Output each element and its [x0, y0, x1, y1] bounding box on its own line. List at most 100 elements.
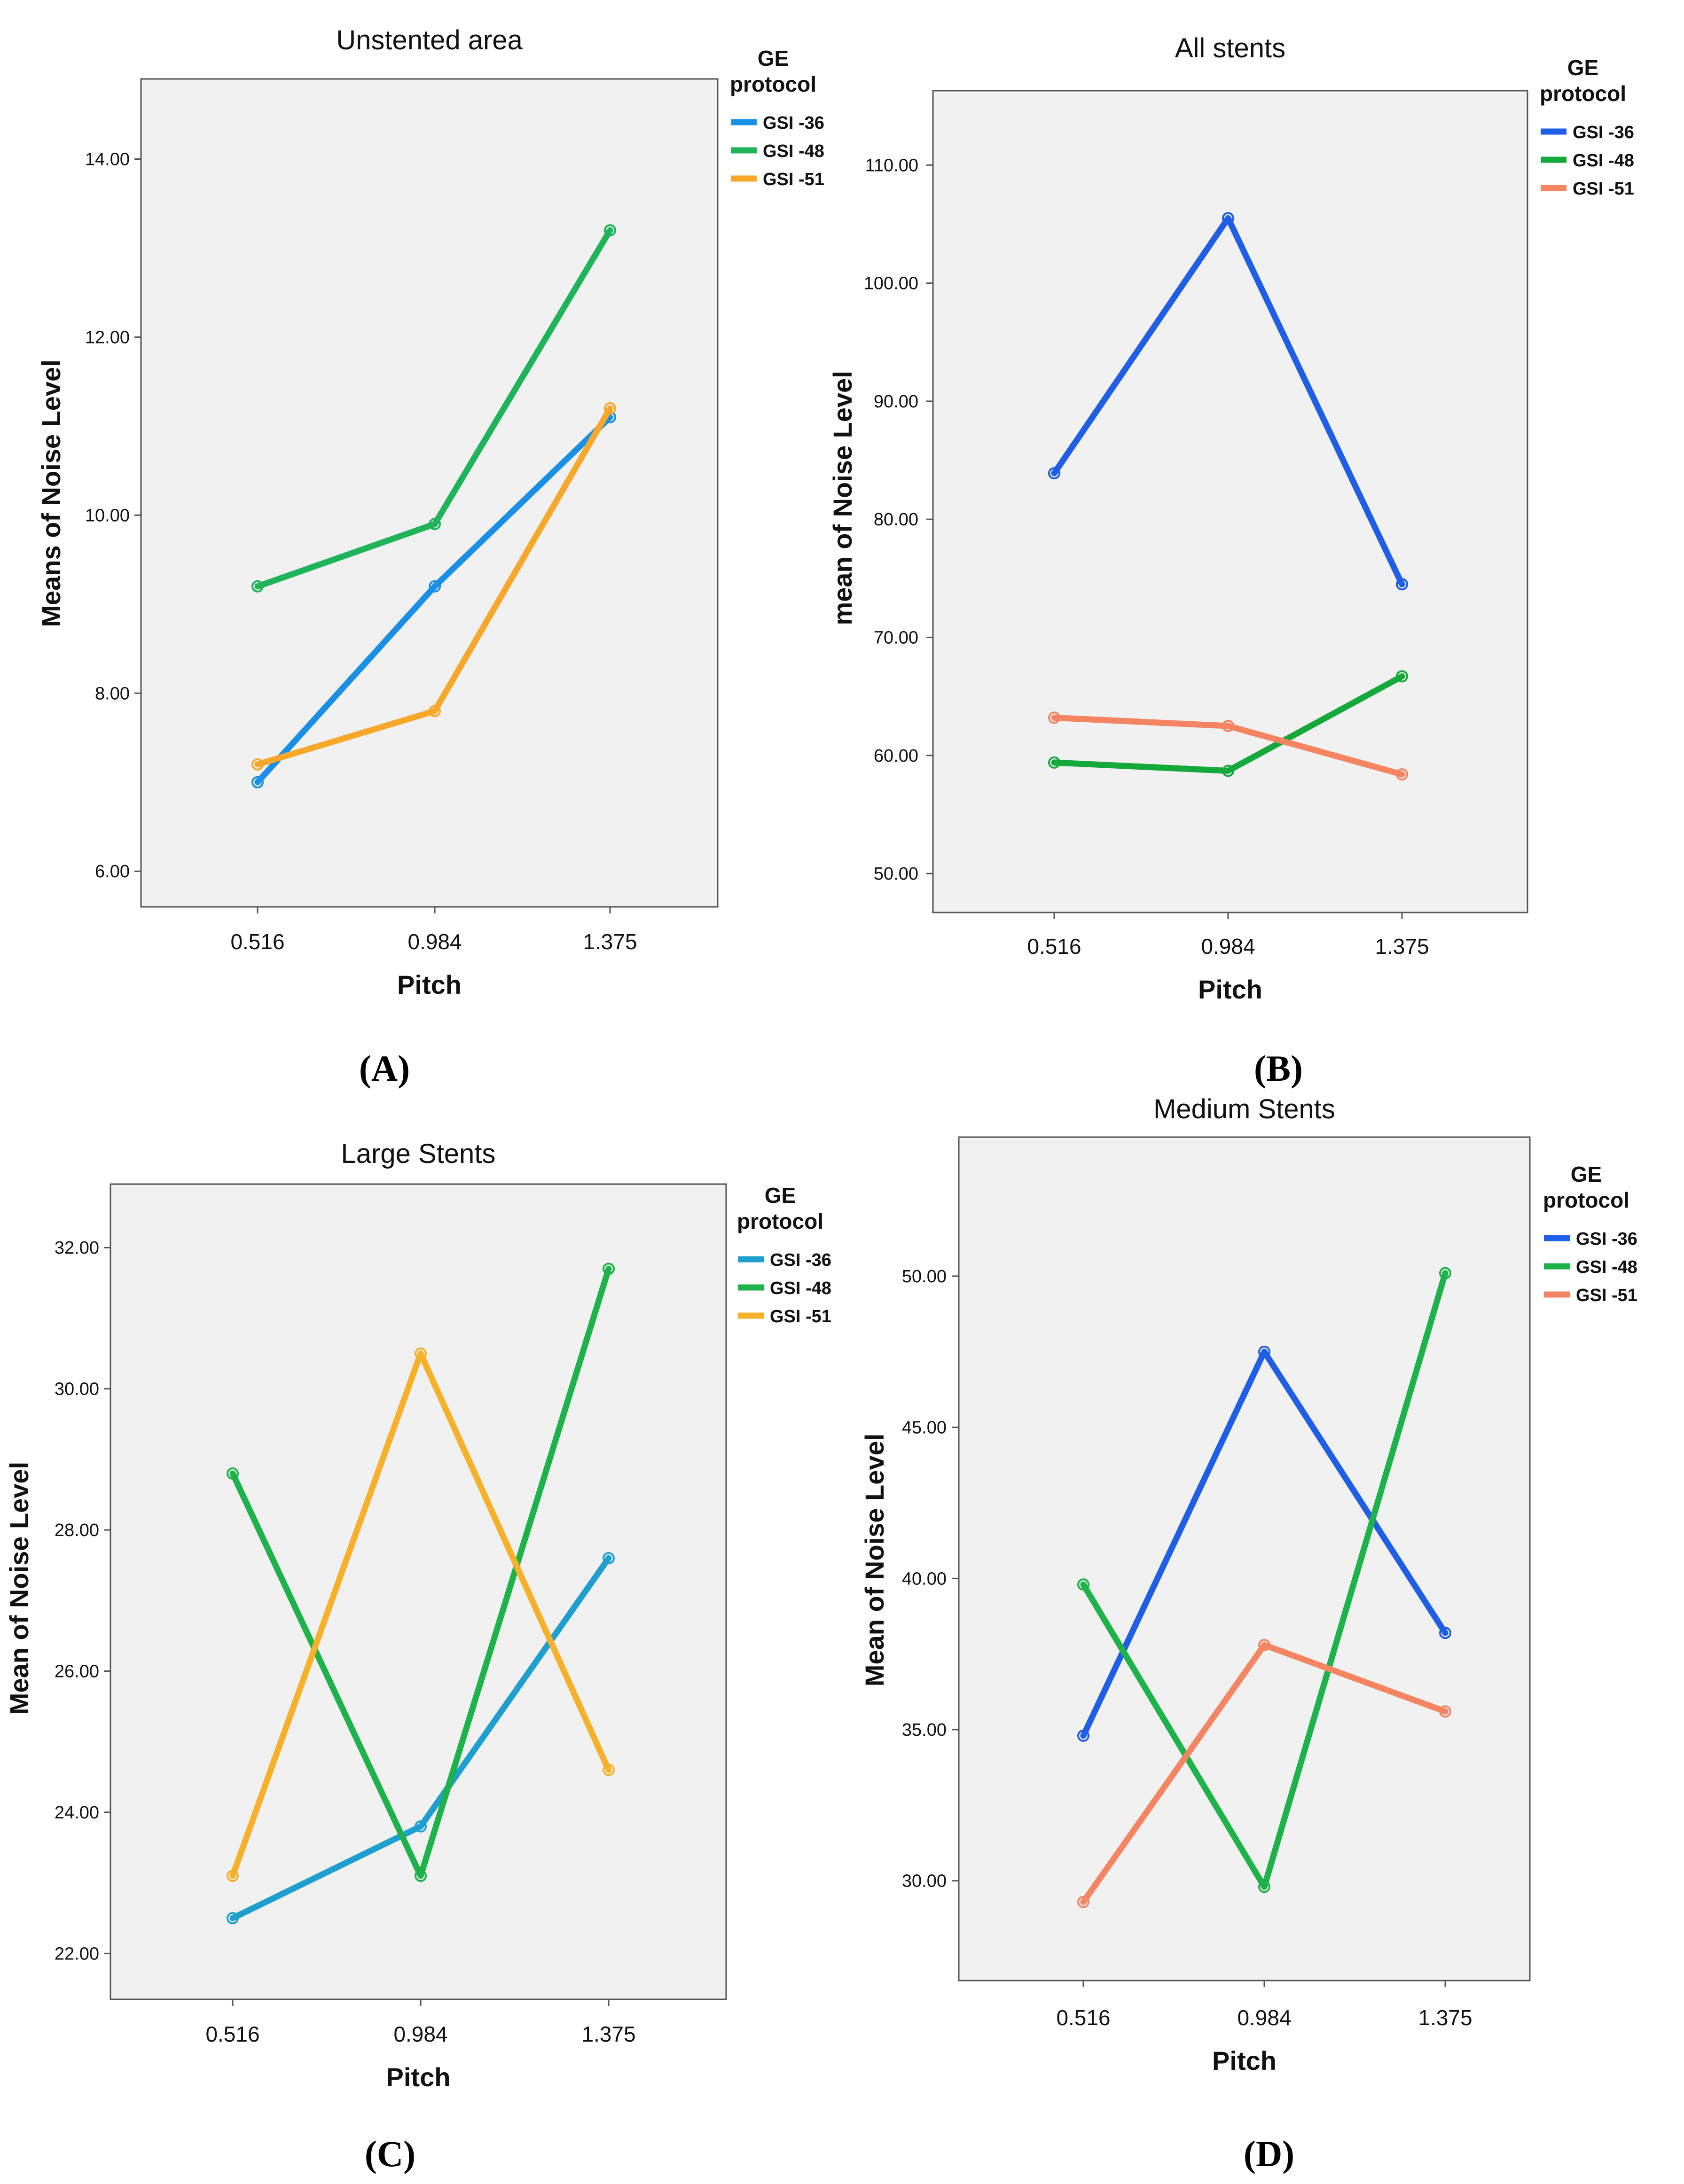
x-tick-label: 0.516 [205, 2022, 259, 2046]
data-point [1077, 1729, 1089, 1742]
legend-label: GSI -48 [1576, 1257, 1637, 1277]
data-point [227, 1467, 239, 1480]
x-tick-label: 0.984 [393, 2022, 447, 2046]
chart-panel-3: Large Stents 22.00 24.00 26.00 28.00 30.00 32.… [4, 1139, 831, 2174]
legend-label: GSI -51 [1576, 1286, 1637, 1305]
series-line [229, 1350, 612, 1879]
series-line [1080, 1642, 1449, 1905]
panel-letter: (D) [1244, 2133, 1294, 2174]
chart-title: Unstented area [336, 25, 523, 55]
data-point [1222, 764, 1234, 777]
x-tick-label: 1.375 [1418, 2005, 1472, 2030]
data-point [603, 1552, 615, 1565]
series-line [1051, 215, 1405, 587]
series-line [254, 227, 613, 590]
y-tick-label: 10.00 [85, 506, 130, 525]
data-point [1048, 756, 1060, 769]
plot-area [110, 1183, 727, 2000]
data-point [1396, 670, 1408, 683]
y-tick-label: 50.00 [902, 1267, 947, 1287]
data-point [1439, 1627, 1451, 1639]
series-line [254, 405, 613, 768]
data-point [603, 1263, 615, 1275]
data-point [251, 580, 264, 593]
legend-title: GE [1567, 55, 1598, 80]
legend-label: GSI -48 [770, 1279, 831, 1298]
data-point [1258, 1880, 1270, 1893]
x-tick-label: 0.516 [230, 929, 284, 954]
legend-label: GSI -36 [770, 1250, 831, 1270]
panel-letter: (A) [359, 1048, 410, 1089]
x-tick-label: 0.516 [1056, 2005, 1110, 2030]
chart-title: Large Stents [341, 1139, 496, 1169]
legend-title: protocol [737, 1209, 823, 1233]
legend-title: protocol [730, 72, 816, 96]
series-line [229, 1555, 612, 1921]
data-point [415, 1347, 427, 1360]
y-tick-label: 24.00 [55, 1803, 99, 1823]
data-point [1048, 467, 1060, 480]
data-point [415, 1870, 427, 1882]
data-point [251, 776, 264, 788]
y-tick-label: 100.00 [864, 274, 918, 294]
x-tick-label: 1.375 [581, 2022, 635, 2046]
y-tick-label: 35.00 [902, 1720, 947, 1740]
y-tick-label: 90.00 [874, 392, 918, 412]
data-point [1258, 1638, 1270, 1651]
y-axis-label: mean of Noise Level [828, 371, 857, 625]
data-point [1077, 1895, 1089, 1908]
y-axis-label: Mean of Noise Level [860, 1434, 889, 1686]
legend-label: GSI -51 [763, 170, 824, 189]
y-tick-label: 22.00 [55, 1944, 99, 1964]
series-line [1051, 714, 1405, 778]
legend-label: GSI -48 [1573, 151, 1634, 171]
data-point [1396, 768, 1408, 780]
chart-title: All stents [1175, 33, 1285, 63]
data-point [429, 705, 441, 718]
chart-panel-1: Unstented area 6.00 8.00 10.00 12.00 14.00 0.5… [36, 25, 824, 1089]
legend-label: GSI -48 [763, 141, 824, 161]
y-tick-label: 40.00 [902, 1569, 947, 1589]
legend-title: protocol [1540, 81, 1626, 106]
data-point [415, 1820, 427, 1833]
data-point [429, 518, 441, 530]
y-tick-label: 14.00 [85, 150, 130, 170]
data-point [1222, 719, 1234, 732]
legend-label: GSI -36 [763, 113, 824, 133]
legend-label: GSI -36 [1576, 1229, 1637, 1249]
y-tick-label: 28.00 [55, 1521, 99, 1540]
y-axis-label: Means of Noise Level [36, 359, 66, 627]
y-tick-label: 26.00 [55, 1661, 99, 1681]
y-tick-label: 12.00 [85, 328, 130, 347]
y-tick-label: 70.00 [874, 628, 918, 647]
x-axis-label: Pitch [1212, 2046, 1277, 2075]
y-tick-label: 110.00 [865, 156, 918, 175]
series-line [1080, 1270, 1449, 1890]
data-point [227, 1870, 239, 1882]
y-tick-label: 32.00 [55, 1238, 99, 1258]
chart-panel-2: All stents 50.00 60.00 70.00 80.00 90.00 100.0… [828, 33, 1634, 1089]
legend-title: protocol [1543, 1188, 1629, 1212]
x-tick-label: 0.984 [407, 929, 462, 954]
x-tick-label: 0.516 [1027, 934, 1081, 959]
y-tick-label: 45.00 [902, 1418, 947, 1438]
data-point [1048, 711, 1060, 724]
y-tick-label: 80.00 [874, 510, 918, 530]
data-point [1222, 212, 1234, 225]
data-point [1439, 1267, 1451, 1279]
data-point [603, 1763, 615, 1776]
series-line [1051, 673, 1405, 774]
data-point [251, 758, 264, 771]
series-line [229, 1265, 612, 1879]
legend-title: GE [765, 1183, 796, 1208]
chart-title: Medium Stents [1153, 1094, 1335, 1124]
y-tick-label: 60.00 [874, 746, 918, 766]
data-point [1258, 1345, 1270, 1358]
x-tick-label: 0.984 [1201, 934, 1255, 959]
series-line [1080, 1349, 1449, 1739]
data-point [1077, 1578, 1089, 1591]
legend-title: GE [758, 46, 789, 70]
x-axis-label: Pitch [397, 970, 462, 999]
legend-label: GSI -51 [1573, 179, 1634, 199]
